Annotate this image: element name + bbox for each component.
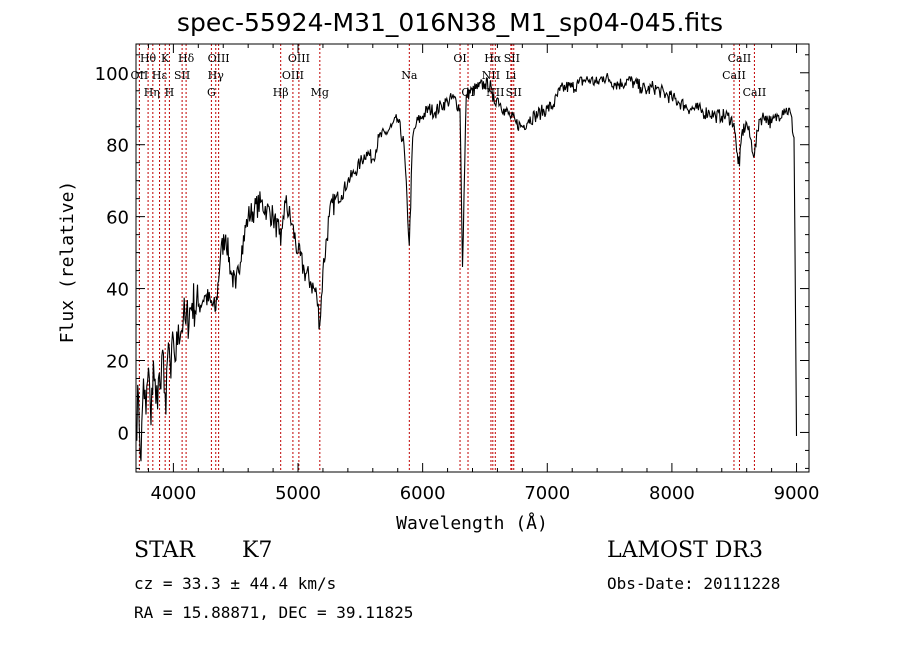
x-tick-label-7000: 7000	[524, 483, 570, 504]
line-label-3: K	[161, 52, 170, 65]
redshift-label: cz = 33.3 ± 44.4 km/s	[134, 574, 337, 593]
y-tick-label-20: 20	[106, 352, 129, 373]
y-tick-label-0: 0	[118, 423, 129, 444]
line-label-26: CaII	[743, 86, 767, 99]
subclass-label: K7	[242, 538, 273, 563]
line-label-2: Hη	[144, 86, 160, 99]
line-label-19: Hα	[484, 52, 502, 65]
line-label-15: Na	[401, 69, 418, 82]
y-axis: 0 20 40 60 80 100	[95, 54, 809, 469]
line-markers	[138, 44, 755, 472]
line-label-9: Hγ	[208, 69, 225, 82]
y-tick-label-40: 40	[106, 280, 129, 301]
line-label-16: OI	[453, 52, 466, 65]
y-tick-label-80: 80	[106, 136, 129, 157]
line-label-14: Mg	[311, 86, 329, 99]
line-label-18: NII	[482, 69, 500, 82]
obs-date-label: Obs-Date: 20111228	[607, 574, 781, 593]
line-label-0: Hθ	[140, 52, 157, 65]
line-label-23: SII	[506, 86, 522, 99]
line-label-20: NII	[486, 86, 504, 99]
line-label-1: OII	[131, 69, 149, 82]
line-label-11: Hβ	[273, 86, 289, 99]
y-tick-label-60: 60	[106, 208, 129, 229]
line-label-21: Li	[505, 69, 516, 82]
chart-title: spec-55924-M31_016N38_M1_sp04-045.fits	[176, 8, 724, 37]
line-label-10: G	[207, 86, 216, 99]
line-label-7: Hδ	[178, 52, 195, 65]
y-axis-label: Flux (relative)	[57, 181, 78, 344]
x-tick-label-6000: 6000	[400, 483, 446, 504]
spectrum-line	[135, 73, 798, 462]
x-axis-label: Wavelength (Å)	[396, 512, 548, 534]
x-tick-label-4000: 4000	[150, 483, 196, 504]
x-tick-label-9000: 9000	[774, 483, 820, 504]
survey-label: LAMOST DR3	[607, 538, 763, 563]
line-label-13: OIII	[288, 52, 310, 65]
y-tick-label-100: 100	[95, 64, 129, 85]
plot-frame	[135, 43, 810, 473]
coordinates-label: RA = 15.88871, DEC = 39.11825	[134, 603, 414, 622]
line-label-22: SII	[504, 52, 520, 65]
line-label-12: OIII	[282, 69, 304, 82]
line-label-5: Hε	[152, 69, 168, 82]
class-label: STAR	[134, 538, 195, 563]
line-label-24: CaII	[722, 69, 746, 82]
line-label-4: H	[165, 86, 175, 99]
line-label-6: SII	[174, 69, 190, 82]
x-tick-label-8000: 8000	[649, 483, 695, 504]
x-axis: 4000 5000 6000 7000 8000 9000	[147, 44, 820, 504]
line-label-8: OIII	[208, 52, 230, 65]
x-tick-label-5000: 5000	[275, 483, 321, 504]
line-label-25: CaII	[728, 52, 752, 65]
